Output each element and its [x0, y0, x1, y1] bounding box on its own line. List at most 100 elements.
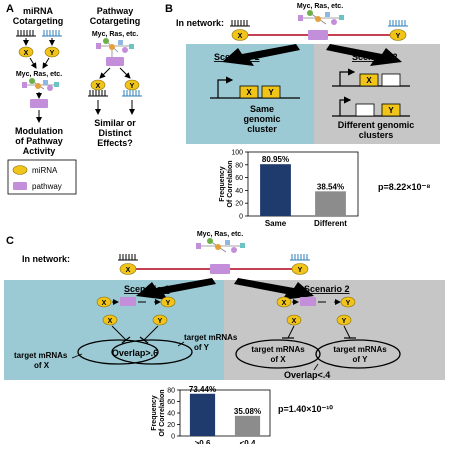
- same-cluster-diagram: [210, 76, 300, 99]
- c2-targets-y-line-2: of Y: [353, 355, 369, 364]
- chart-c: 0 20 40 60 80 73.44% >0.6 35.08% <0.4 Frequency Of…: [151, 385, 271, 448]
- y-tick-label: 100: [231, 150, 243, 157]
- gene-y-label-c: Y: [298, 267, 303, 274]
- scenario2-label-c: Scenario 2: [304, 284, 350, 294]
- gene-y-icon-b: [389, 29, 407, 41]
- data-label: 80.95%: [262, 155, 289, 164]
- y-tick-label: 80: [167, 388, 175, 395]
- big-arrow-right-c: [234, 278, 314, 300]
- effects-line-2: Distinct: [98, 128, 131, 138]
- scenario2-label-b: Scenario 2: [352, 52, 398, 62]
- c1-y-label-2: Y: [158, 318, 163, 325]
- gene-y-icon: [44, 46, 60, 58]
- pathway-label-c: Myc, Ras, etc.: [197, 231, 243, 238]
- mirna-cotargeting-title-1: miRNA: [23, 6, 54, 16]
- modulation-line-2: of Pathway: [15, 136, 63, 146]
- effects-line-1: Similar or: [94, 118, 136, 128]
- gene-y-label-b: Y: [396, 33, 401, 40]
- gene-x-icon-b: [231, 29, 249, 41]
- y-tick-label: 0: [239, 214, 243, 221]
- chart-b: 0 20 40 60 80 100 80.95% Same 38.54% Different Fre…: [219, 150, 359, 228]
- c1-x-label: X: [102, 300, 107, 307]
- gene-x-label-b: X: [238, 33, 243, 40]
- y-axis-label: Of Correlation: [159, 389, 166, 436]
- data-label: 35.08%: [234, 407, 261, 416]
- modulation-line-3: Activity: [23, 146, 56, 156]
- data-label: 38.54%: [317, 182, 344, 191]
- overlap-high-label: Overlap>.6: [112, 348, 158, 358]
- panel-c: C In network: Myc, Ras, etc. X Y: [4, 231, 445, 448]
- pathway-network-icon-2: [96, 38, 134, 58]
- scenario1-label-b: Scenario 1: [214, 52, 260, 62]
- targets-x-line-1: target mRNAs: [14, 351, 68, 360]
- y-tick-label: 20: [167, 422, 175, 429]
- same-cluster-line-2: genomic: [243, 114, 280, 124]
- mirna-black-icon-b: [230, 20, 250, 27]
- data-label: 73.44%: [189, 385, 216, 394]
- c2-targets-y-line-1: target mRNAs: [333, 345, 387, 354]
- c2-y-label-2: Y: [342, 318, 347, 325]
- gene-x-icon: [18, 46, 34, 58]
- pathway-network-icon-c: [196, 238, 245, 253]
- in-network-label-b: In network:: [176, 18, 224, 28]
- mirna-black-icon-2: [88, 90, 108, 97]
- bar-same: [260, 164, 291, 216]
- pvalue-b: p=8.22×10⁻⁸: [378, 182, 431, 192]
- diff-cluster-line-1: Different genomic: [338, 120, 415, 130]
- gene-y-label: Y: [50, 50, 55, 57]
- cluster-y-label: Y: [268, 88, 274, 97]
- pathway-box-c: [210, 264, 230, 274]
- effects-line-3: Effects?: [97, 138, 133, 148]
- c2-x-label-2: X: [292, 318, 297, 325]
- y-axis-label: Frequency: [151, 395, 158, 431]
- bar-06: [189, 393, 216, 436]
- bar-different: [315, 191, 346, 216]
- panel-letter-b: B: [165, 3, 173, 15]
- bar-04: [234, 415, 261, 436]
- x-tick-label: <0.4: [240, 439, 256, 444]
- cluster-x-label: X: [246, 88, 252, 97]
- pathway-label-b: Myc, Ras, etc.: [297, 3, 343, 10]
- scenario2-box-c: [224, 280, 445, 380]
- c2-x-label: X: [282, 300, 287, 307]
- x-tick-label: Same: [265, 219, 287, 228]
- c2-y-label: Y: [346, 300, 351, 307]
- pathway-label-a1: Myc, Ras, etc.: [16, 71, 62, 78]
- targets-y-line-1: target mRNAs: [184, 333, 238, 342]
- panel-letter-c: C: [6, 235, 14, 247]
- legend-a: miRNA pathway: [7, 159, 77, 195]
- gene-x-label-c: X: [126, 267, 131, 274]
- gene-y-icon-c: [291, 263, 309, 275]
- diff-cluster-line-2: clusters: [359, 130, 394, 140]
- targets-x-line-2: of X: [34, 361, 50, 370]
- y-tick-label: 60: [235, 175, 243, 182]
- y-tick-label: 40: [167, 411, 175, 418]
- legend-mirna-label: miRNA: [32, 166, 58, 175]
- c2-targets-x-line-1: target mRNAs: [251, 345, 305, 354]
- modulation-line-1: Modulation: [15, 126, 63, 136]
- pvalue-c: p=1.40×10⁻¹⁰: [278, 404, 333, 414]
- y-tick-label: 20: [235, 201, 243, 208]
- legend-pathway-swatch: [13, 182, 27, 190]
- x-tick-label: >0.6: [195, 439, 211, 444]
- different-cluster-diagram: [332, 68, 410, 117]
- targets-y-line-2: of Y: [194, 343, 210, 352]
- panel-a: A miRNA Cotargeting Pathway Cotargeting …: [6, 3, 142, 195]
- same-cluster-line-3: cluster: [247, 124, 277, 134]
- targets-x-pointer: [71, 353, 83, 359]
- gene-x-label: X: [24, 50, 29, 57]
- pathway-box-b: [308, 30, 328, 40]
- pathway-network-icon-b: [298, 10, 344, 25]
- mirna-blue-icon-c: [290, 254, 310, 261]
- scenario1-label-c: Scenario 1: [124, 284, 170, 294]
- pathway-cotargeting-title-2: Cotargeting: [90, 16, 141, 26]
- mirna-cotargeting-title-2: Cotargeting: [13, 16, 64, 26]
- y-tick-label: 80: [235, 162, 243, 169]
- c1-x-label-2: X: [108, 318, 113, 325]
- big-arrow-left-b: [222, 44, 300, 66]
- cluster2-x-label: X: [366, 76, 372, 85]
- pathway-cotargeting-title-1: Pathway: [97, 6, 134, 16]
- mirna-blue-icon-2: [122, 90, 142, 97]
- in-network-label-c: In network:: [22, 254, 70, 264]
